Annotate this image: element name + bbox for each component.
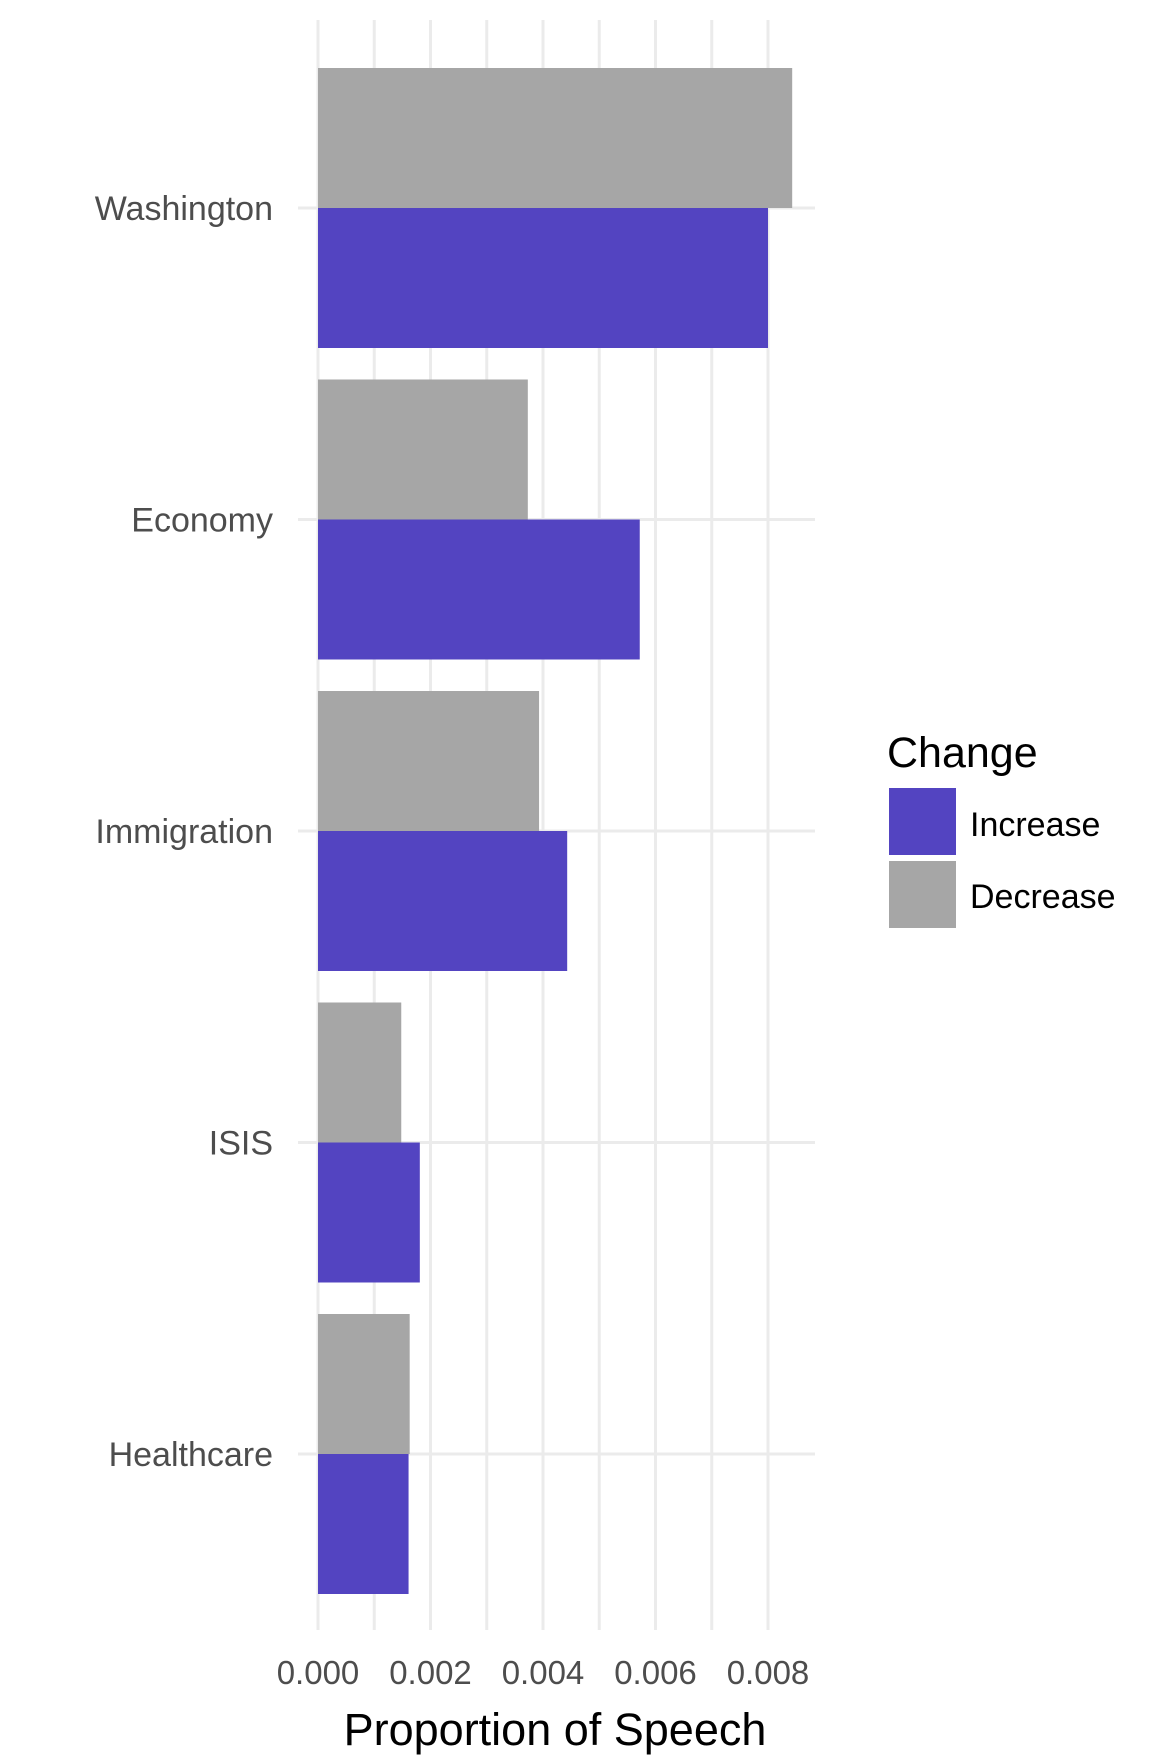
y-tick-label-isis: ISIS xyxy=(209,1125,273,1163)
bar-decrease-economy xyxy=(318,379,528,520)
legend: Change Increase Decrease xyxy=(887,729,1116,928)
bar-decrease-isis xyxy=(318,1002,402,1143)
x-tick-label: 0.006 xyxy=(614,1654,697,1691)
legend-swatch-decrease xyxy=(889,861,956,928)
x-tick-label: 0.000 xyxy=(277,1654,360,1691)
legend-label-increase: Increase xyxy=(970,806,1100,844)
y-tick-label-washington: Washington xyxy=(95,190,273,228)
x-tick-label: 0.002 xyxy=(389,1654,472,1691)
bar-increase-healthcare xyxy=(318,1454,409,1594)
bar-increase-immigration xyxy=(318,831,568,971)
legend-title: Change xyxy=(887,729,1038,777)
x-axis-ticks: 0.000 0.002 0.004 0.006 0.008 xyxy=(277,1654,810,1691)
x-axis-title: Proportion of Speech xyxy=(344,1704,767,1755)
legend-label-decrease: Decrease xyxy=(970,878,1116,916)
bar-increase-isis xyxy=(318,1142,420,1283)
bar-decrease-washington xyxy=(318,68,793,208)
y-axis-ticks: Washington Economy Immigration ISIS Healthca… xyxy=(95,190,273,1474)
y-tick-label-immigration: Immigration xyxy=(95,813,273,851)
x-tick-label: 0.004 xyxy=(502,1654,585,1691)
y-tick-label-economy: Economy xyxy=(131,502,273,540)
bar-decrease-healthcare xyxy=(318,1314,410,1454)
bar-decrease-immigration xyxy=(318,691,540,831)
bar-increase-washington xyxy=(318,208,768,348)
y-tick-label-healthcare: Healthcare xyxy=(109,1436,273,1474)
legend-swatch-increase xyxy=(889,788,956,855)
bars xyxy=(318,68,793,1594)
x-tick-label: 0.008 xyxy=(727,1654,810,1691)
bar-increase-economy xyxy=(318,519,640,660)
